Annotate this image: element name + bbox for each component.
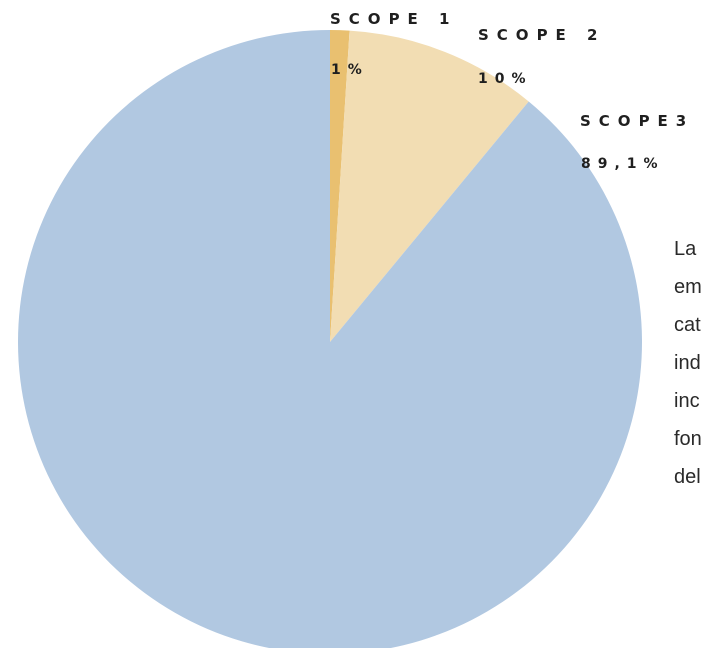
pie-slice-2 — [330, 30, 529, 342]
label-scope-1: SCOPE 1 — [330, 10, 458, 28]
pie-slice-1 — [330, 30, 350, 342]
label-scope-2: SCOPE 2 — [478, 26, 606, 44]
side-text-line: em — [674, 276, 702, 298]
side-text-line: La — [674, 238, 697, 260]
label-scope-3: SCOPE3 — [580, 112, 695, 130]
side-text-line: cat — [674, 314, 701, 336]
side-text-line: inc — [674, 390, 700, 412]
pie-slice-3 — [18, 30, 642, 648]
side-text-line: fon — [674, 428, 702, 450]
value-scope-3: 89,1% — [581, 156, 665, 172]
side-description: La em cat ind inc fon del — [674, 230, 702, 496]
side-text-line: del — [674, 466, 701, 488]
value-scope-1: 1% — [331, 62, 369, 78]
side-text-line: ind — [674, 352, 701, 374]
value-scope-2: 10% — [478, 71, 533, 87]
